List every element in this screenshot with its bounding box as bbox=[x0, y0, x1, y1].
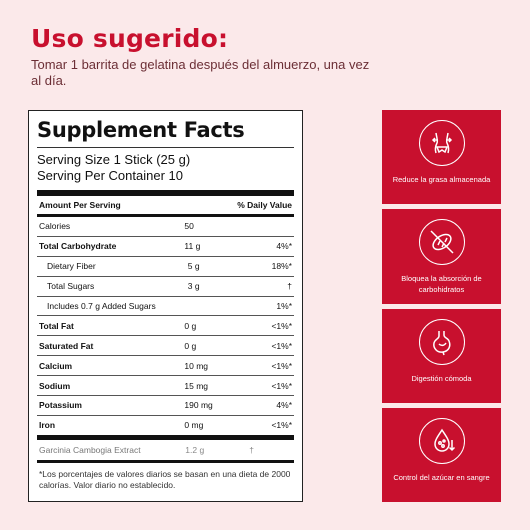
nutrient-label: Sodium bbox=[39, 380, 71, 391]
nutrient-label: Iron bbox=[39, 420, 56, 431]
no-bread-icon bbox=[418, 219, 465, 266]
nutrient-label: Saturated Fat bbox=[39, 340, 94, 351]
nutrient-label: Total Fat bbox=[39, 320, 74, 331]
benefits-column: Reduce la grasa almacenada Bloquea la ab… bbox=[382, 110, 501, 502]
nutrient-amount: 3 g bbox=[187, 281, 200, 292]
page-title: Uso sugerido: bbox=[31, 24, 229, 53]
serving-size: Serving Size 1 Stick (25 g) bbox=[37, 152, 191, 167]
nutrient-label: Total Sugars bbox=[47, 281, 95, 292]
nutrient-amount: 190 mg bbox=[184, 400, 213, 411]
table-row: Calcium 10 mg <1%* bbox=[37, 355, 294, 375]
table-row: Sodium 15 mg <1%* bbox=[37, 375, 294, 395]
benefit-card: Bloquea la absorción de carbohidratos bbox=[382, 209, 501, 304]
blood-drop-icon bbox=[418, 417, 465, 464]
nutrient-dv: <1%* bbox=[271, 340, 293, 351]
nutrient-amount: 11 g bbox=[184, 241, 201, 252]
usage-instructions: Tomar 1 barrita de gelatina después del … bbox=[31, 57, 370, 88]
nutrient-dv: <1%* bbox=[271, 320, 293, 331]
table-row: Total Fat 0 g <1%* bbox=[37, 315, 294, 335]
nutrient-label: Dietary Fiber bbox=[47, 261, 96, 272]
nutrient-label: Potassium bbox=[39, 400, 82, 411]
nutrient-dv: <1%* bbox=[271, 420, 293, 431]
nutrient-label: Total Carbohydrate bbox=[39, 241, 117, 252]
nutrient-dv: 4%* bbox=[276, 400, 293, 411]
benefit-card: Reduce la grasa almacenada bbox=[382, 110, 501, 205]
table-row: Includes 0.7 g Added Sugars 1%* bbox=[37, 295, 294, 316]
facts-title: Supplement Facts bbox=[37, 118, 245, 142]
extract-label: Garcinia Cambogia Extract bbox=[39, 444, 141, 455]
benefit-card: Digestión cómoda bbox=[382, 308, 501, 403]
nutrient-label: Includes 0.7 g Added Sugars bbox=[47, 301, 156, 311]
nutrient-amount: 15 mg bbox=[184, 380, 209, 391]
stomach-icon bbox=[418, 318, 465, 365]
nutrient-dv: 1%* bbox=[276, 301, 292, 311]
nutrient-dv: <1%* bbox=[271, 380, 293, 391]
nutrient-dv: 4%* bbox=[276, 241, 293, 252]
benefit-text: Control del azúcar en sangre bbox=[393, 472, 490, 482]
nutrient-label: Calories bbox=[39, 221, 71, 232]
nutrient-amount: 5 g bbox=[187, 261, 200, 272]
table-row: Iron 0 mg <1%* bbox=[37, 414, 294, 435]
table-row: Total Carbohydrate 11 g 4%* bbox=[37, 235, 294, 256]
nutrient-dv: 18%* bbox=[271, 261, 292, 272]
table-row: Calories 50 bbox=[37, 217, 294, 236]
benefit-text: Digestión cómoda bbox=[411, 373, 472, 383]
daily-value-header: % Daily Value bbox=[237, 200, 292, 210]
extract-dv: † bbox=[249, 444, 254, 455]
nutrient-amount: 0 g bbox=[184, 320, 197, 331]
supplement-facts-panel: Supplement Facts Serving Size 1 Stick (2… bbox=[28, 110, 303, 502]
footnote: *Los porcentajes de valores diarios se b… bbox=[39, 468, 291, 490]
nutrient-label: Calcium bbox=[39, 360, 73, 371]
table-row: Total Sugars 3 g † bbox=[37, 275, 294, 296]
nutrient-amount: 10 mg bbox=[184, 360, 209, 371]
benefit-text: Reduce la grasa almacenada bbox=[392, 175, 491, 184]
nutrient-amount: 0 mg bbox=[184, 420, 204, 431]
nutrient-dv: <1%* bbox=[271, 360, 293, 371]
nutrient-dv: † bbox=[287, 281, 292, 292]
table-row: Saturated Fat 0 g <1%* bbox=[37, 335, 294, 355]
table-row: Garcinia Cambogia Extract 1.2 g † bbox=[37, 434, 294, 460]
nutrient-amount: 0 g bbox=[184, 340, 197, 351]
servings-per-container: Serving Per Container 10 bbox=[37, 168, 183, 183]
extract-amount: 1.2 g bbox=[185, 444, 205, 455]
table-row: Dietary Fiber 5 g 18%* bbox=[37, 255, 294, 276]
nutrient-amount: 50 bbox=[184, 221, 194, 232]
table-row: Potassium 190 mg 4%* bbox=[37, 395, 294, 415]
benefit-card: Control del azúcar en sangre bbox=[382, 407, 501, 502]
benefit-text: Bloquea la absorción de carbohidratos bbox=[401, 274, 482, 295]
waist-icon bbox=[418, 120, 465, 166]
amount-header: Amount Per Serving bbox=[39, 200, 121, 210]
